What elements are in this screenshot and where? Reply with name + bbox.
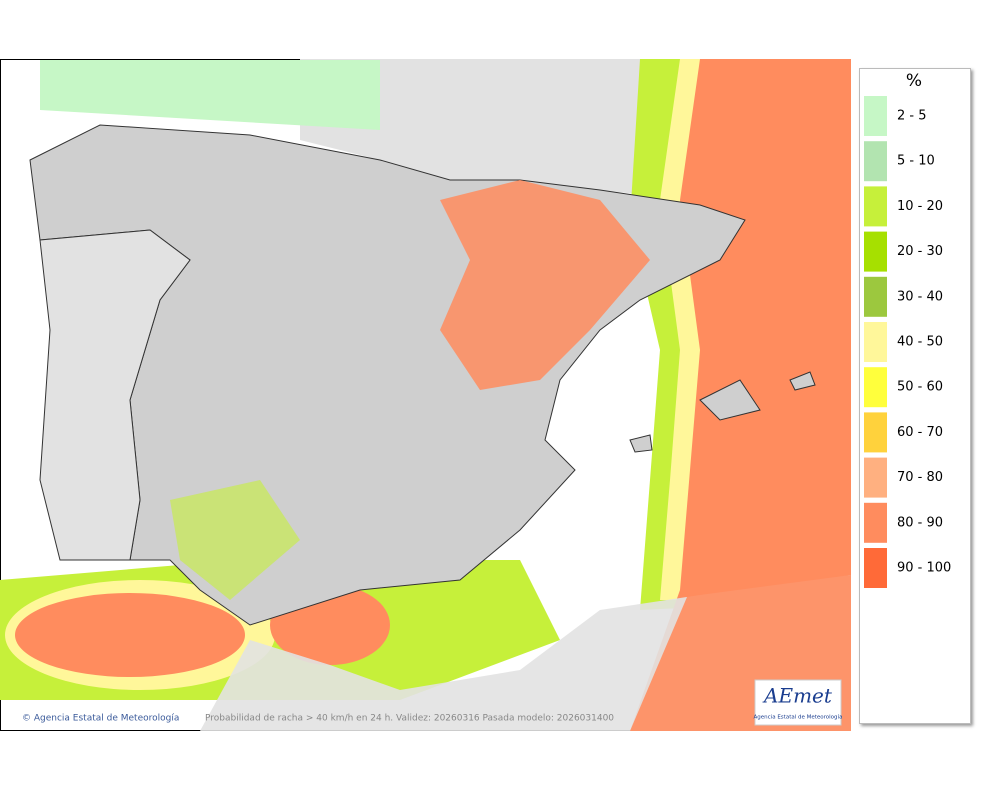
legend-swatch	[864, 367, 887, 408]
legend-swatch	[864, 231, 887, 272]
legend-swatch	[864, 96, 887, 136]
legend-label: 30 - 40	[897, 289, 943, 304]
legend-swatch	[864, 457, 887, 498]
legend-label: 40 - 50	[897, 335, 943, 350]
caption: Probabilidad de racha > 40 km/h en 24 h.…	[205, 714, 614, 724]
legend-label: 70 - 80	[897, 470, 943, 485]
legend-label: 50 - 60	[897, 380, 943, 395]
legend-label: 90 - 100	[897, 561, 951, 576]
france	[300, 59, 700, 200]
island	[629, 434, 653, 453]
legend-label: 2 - 5	[897, 109, 927, 124]
legend-swatch	[864, 322, 887, 362]
legend-swatch	[864, 276, 887, 317]
logo-subtitle: Agencia Estatal de Meteorología	[754, 714, 843, 721]
copyright: © Agencia Estatal de Meteorología	[22, 714, 179, 724]
wind-area	[15, 593, 245, 677]
legend-swatch	[864, 141, 887, 182]
island	[789, 371, 816, 391]
map: © Agencia Estatal de Meteorología Probab…	[0, 59, 851, 731]
wind-area	[440, 180, 650, 390]
wind-area	[40, 60, 380, 130]
legend-label: 10 - 20	[897, 199, 943, 214]
legend-swatch	[864, 186, 887, 227]
wind-area	[170, 480, 300, 600]
logo: AEmet	[762, 684, 833, 708]
legend-label: 5 - 10	[897, 154, 935, 169]
logo-box	[754, 679, 842, 726]
legend-label: 80 - 90	[897, 515, 943, 530]
legend: % 2 - 5 5 - 10 10 - 20 20 - 30 30 - 40 40 - 5…	[859, 68, 971, 724]
legend-label: 60 - 70	[897, 425, 943, 440]
portugal	[39, 229, 191, 561]
island	[699, 379, 761, 421]
legend-svg: % 2 - 5 5 - 10 10 - 20 20 - 30 30 - 40 40 - 5…	[864, 71, 951, 588]
legend-swatch	[864, 502, 887, 543]
legend-title: %	[906, 71, 922, 91]
legend-swatch	[864, 548, 887, 588]
legend-swatch	[864, 412, 887, 453]
legend-label: 20 - 30	[897, 244, 943, 259]
